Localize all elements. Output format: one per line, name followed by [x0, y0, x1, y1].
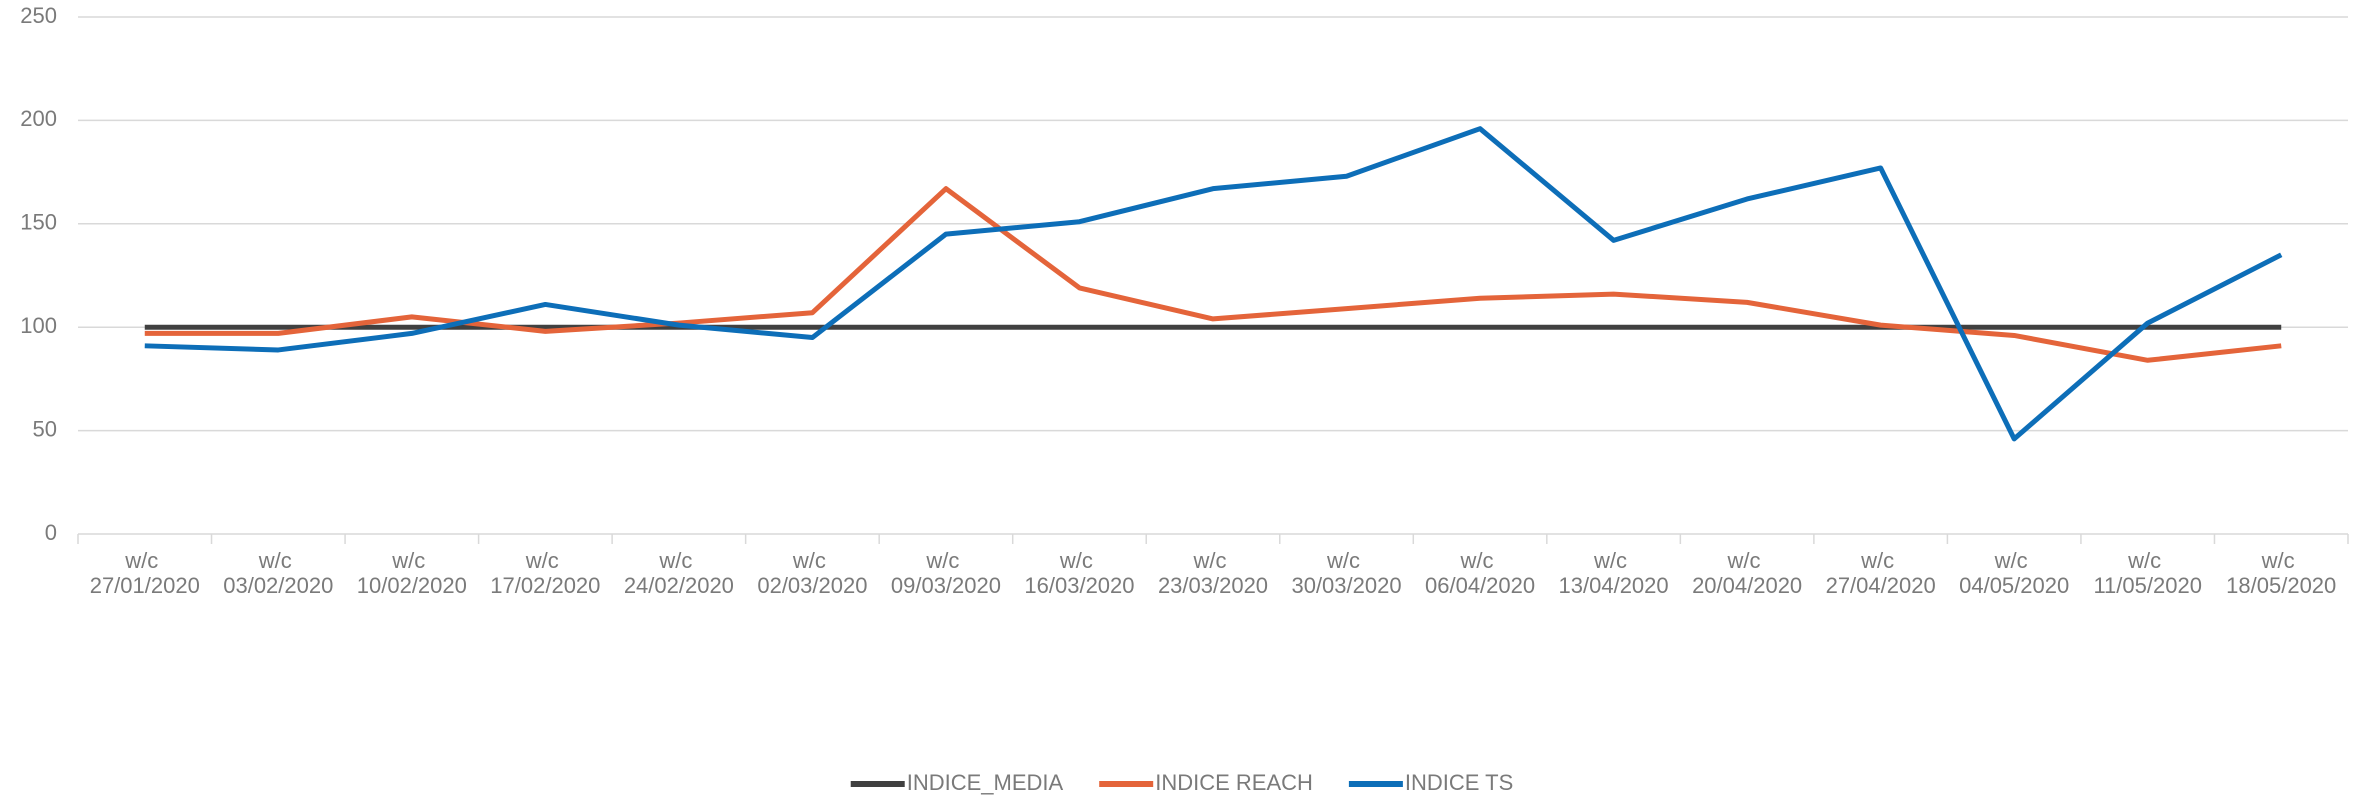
x-tick-label: w/c 10/02/2020 — [357, 548, 467, 598]
y-tick-label: 200 — [20, 106, 57, 131]
x-tick-label: w/c 20/04/2020 — [1692, 548, 1802, 598]
y-tick-label: 100 — [20, 313, 57, 338]
x-tick-label: w/c 09/03/2020 — [891, 548, 1001, 598]
y-tick-label: 0 — [45, 520, 57, 545]
y-tick-label: 150 — [20, 210, 57, 235]
line-series — [144, 126, 2283, 442]
y-tick-label: 250 — [20, 3, 57, 28]
x-tick-label: w/c 30/03/2020 — [1291, 548, 1401, 598]
x-tick-label: w/c 02/03/2020 — [757, 548, 867, 598]
legend: INDICE_MEDIA INDICE REACH INDICE TS — [850, 770, 1513, 795]
x-tick-label: w/c 06/04/2020 — [1425, 548, 1535, 598]
x-tick-label: w/c 24/02/2020 — [624, 548, 734, 598]
x-tick-label: w/c 13/04/2020 — [1559, 548, 1669, 598]
x-tick-label: w/c 11/05/2020 — [2093, 548, 2201, 598]
x-tick-label: w/c 04/05/2020 — [1959, 548, 2069, 598]
x-tick-label: w/c 16/03/2020 — [1024, 548, 1134, 598]
x-tick-label: w/c 27/01/2020 — [90, 548, 200, 598]
line-series — [144, 186, 2282, 363]
x-tick-label: w/c 17/02/2020 — [490, 548, 600, 598]
x-tick-label: w/c 27/04/2020 — [1826, 548, 1936, 598]
legend-label: INDICE REACH — [1155, 770, 1313, 795]
x-tick-label: w/c 18/05/2020 — [2226, 548, 2336, 598]
y-tick-label: 50 — [33, 416, 57, 441]
legend-label: INDICE TS — [1405, 770, 1513, 795]
legend-label: INDICE_MEDIA — [907, 770, 1064, 795]
x-tick-label: w/c 03/02/2020 — [223, 548, 333, 598]
x-tick-label: w/c 23/03/2020 — [1158, 548, 1268, 598]
